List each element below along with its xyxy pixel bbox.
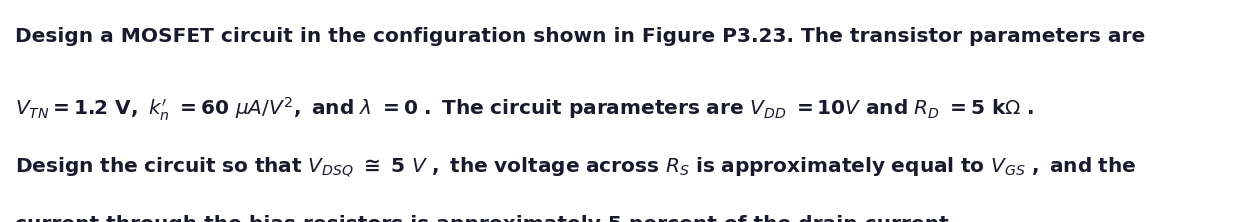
Text: Design a MOSFET circuit in the configuration shown in Figure P3.23. The transist: Design a MOSFET circuit in the configura… bbox=[15, 27, 1146, 46]
Text: $V_{TN}$$\mathbf{= 1.2\ V,\ }$$k_{n}^{\prime}$$\mathbf{\ = 60\ }\mu A/V^2$$\math: $V_{TN}$$\mathbf{= 1.2\ V,\ }$$k_{n}^{\p… bbox=[15, 95, 1033, 123]
Text: current through the bias resistors is approximately 5 percent of the drain curre: current through the bias resistors is ap… bbox=[15, 215, 956, 222]
Text: $\mathbf{Design\ the\ circuit\ so\ that\ }$$V_{DSQ}$$\mathbf{\ \cong\ 5\ }$$V$$\: $\mathbf{Design\ the\ circuit\ so\ that\… bbox=[15, 155, 1137, 179]
